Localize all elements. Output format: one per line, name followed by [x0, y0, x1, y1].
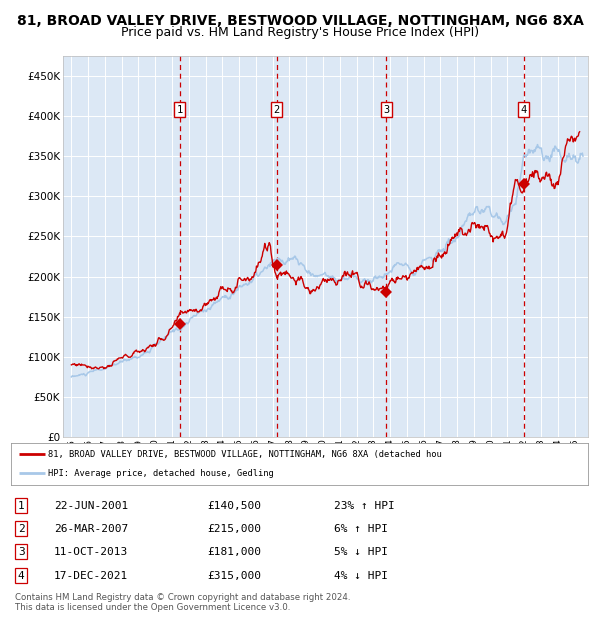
Text: HPI: Average price, detached house, Gedling: HPI: Average price, detached house, Gedl… [49, 469, 274, 478]
Text: £181,000: £181,000 [207, 547, 261, 557]
Text: £315,000: £315,000 [207, 571, 261, 581]
Text: £215,000: £215,000 [207, 524, 261, 534]
Text: Price paid vs. HM Land Registry's House Price Index (HPI): Price paid vs. HM Land Registry's House … [121, 26, 479, 39]
Text: 17-DEC-2021: 17-DEC-2021 [54, 571, 128, 581]
Text: 1: 1 [177, 105, 183, 115]
Text: Contains HM Land Registry data © Crown copyright and database right 2024.
This d: Contains HM Land Registry data © Crown c… [15, 593, 350, 612]
Text: 1: 1 [18, 500, 25, 511]
Text: £140,500: £140,500 [207, 500, 261, 511]
Text: 22-JUN-2001: 22-JUN-2001 [54, 500, 128, 511]
Text: 3: 3 [383, 105, 389, 115]
Text: 4: 4 [520, 105, 527, 115]
Text: 23% ↑ HPI: 23% ↑ HPI [334, 500, 395, 511]
Text: 26-MAR-2007: 26-MAR-2007 [54, 524, 128, 534]
Text: 4: 4 [18, 571, 25, 581]
Text: 2: 2 [274, 105, 280, 115]
Text: 4% ↓ HPI: 4% ↓ HPI [334, 571, 388, 581]
Text: 81, BROAD VALLEY DRIVE, BESTWOOD VILLAGE, NOTTINGHAM, NG6 8XA: 81, BROAD VALLEY DRIVE, BESTWOOD VILLAGE… [17, 14, 583, 28]
Text: 3: 3 [18, 547, 25, 557]
Text: 2: 2 [18, 524, 25, 534]
Text: 5% ↓ HPI: 5% ↓ HPI [334, 547, 388, 557]
Text: 6% ↑ HPI: 6% ↑ HPI [334, 524, 388, 534]
Text: 81, BROAD VALLEY DRIVE, BESTWOOD VILLAGE, NOTTINGHAM, NG6 8XA (detached hou: 81, BROAD VALLEY DRIVE, BESTWOOD VILLAGE… [49, 450, 442, 459]
Text: 11-OCT-2013: 11-OCT-2013 [54, 547, 128, 557]
